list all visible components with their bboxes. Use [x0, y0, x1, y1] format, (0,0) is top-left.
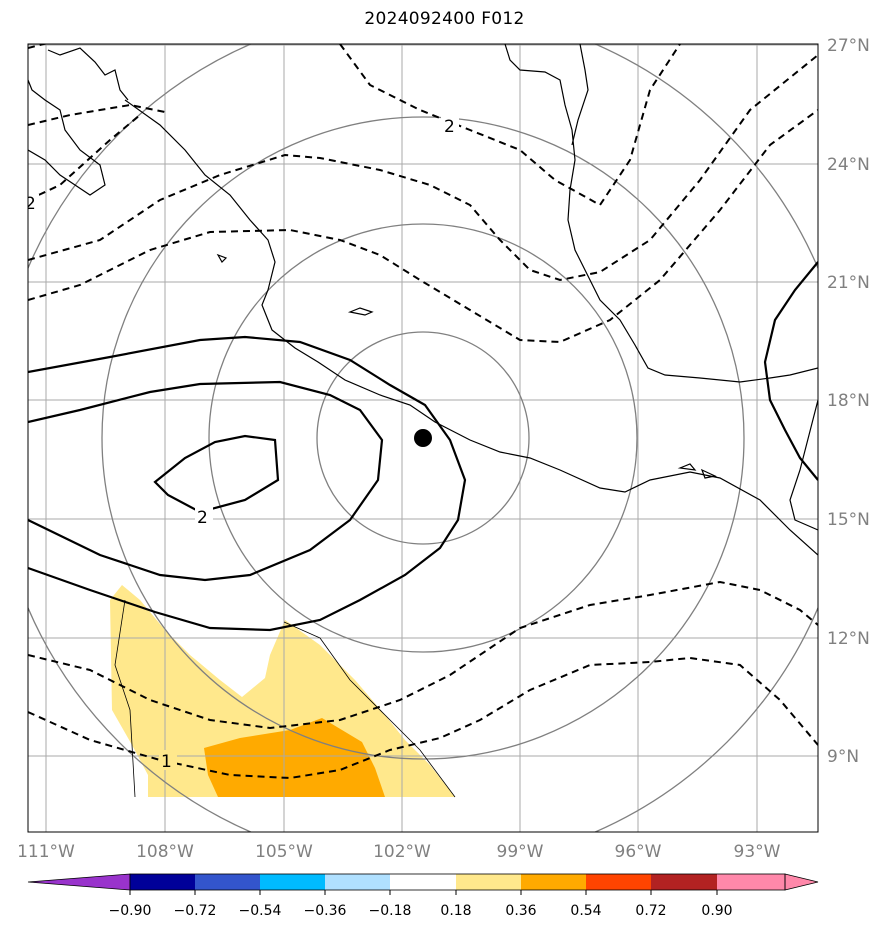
dashed-contour-2 — [28, 103, 166, 201]
colorbar: −0.90 −0.72 −0.54 −0.36 −0.18 0.18 0.36 … — [27, 873, 819, 919]
colorbar-bin — [456, 874, 521, 890]
colorbar-tick-label: −0.36 — [304, 903, 347, 919]
solid-contour-inner — [153, 434, 280, 514]
solid-contour-middle — [28, 380, 384, 582]
range-ring-1 — [316, 331, 530, 545]
lon-labels: 111°W 108°W 105°W 102°W 99°W 96°W 93°W — [17, 842, 781, 862]
colorbar-tick-label: 0.90 — [701, 903, 732, 919]
plot-title: 2024092400 F012 — [364, 9, 525, 29]
colorbar-tick-label: −0.90 — [109, 903, 152, 919]
solid-contour-east — [763, 261, 818, 481]
dashed-contour-5 — [28, 580, 818, 730]
coastline-mexico-pacific — [124, 99, 818, 556]
coastline-gulf — [504, 44, 818, 383]
colorbar-extend-low — [27, 873, 131, 891]
lat-label: 15°N — [827, 510, 870, 530]
dashed-contours — [28, 44, 818, 780]
colorbar-tick-label: 0.18 — [440, 903, 471, 919]
shaded-field — [110, 585, 455, 797]
shade-orange — [204, 718, 385, 797]
map-frame — [27, 43, 819, 833]
colorbar-tick-label: 0.54 — [570, 903, 601, 919]
colorbar-extend-high — [784, 873, 819, 891]
lon-label: 102°W — [373, 842, 431, 862]
lon-label: 108°W — [136, 842, 194, 862]
map-area: 2 2 2 1 — [25, 44, 818, 832]
storm-center-marker — [414, 429, 432, 447]
colorbar-bin — [195, 874, 260, 890]
colorbar-bin — [130, 874, 195, 890]
lon-label: 96°W — [615, 842, 662, 862]
coastline-island-3 — [677, 463, 697, 471]
colorbar-bin — [586, 874, 651, 890]
colorbar-bin — [260, 874, 325, 890]
colorbar-bin — [651, 874, 717, 890]
range-ring-2 — [208, 223, 638, 653]
colorbar-tick-label: −0.54 — [239, 903, 282, 919]
colorbar-tick-label: −0.72 — [174, 903, 217, 919]
colorbar-tick-label: 0.36 — [505, 903, 536, 919]
lat-label: 9°N — [827, 747, 859, 767]
coastline-island-2 — [347, 307, 374, 316]
solid-contours — [28, 261, 818, 632]
coastline-baja — [28, 79, 106, 196]
dashed-contour-6 — [28, 656, 818, 780]
boundary-line — [114, 599, 456, 798]
solid-contour-outer — [28, 335, 467, 632]
lat-label: 12°N — [827, 629, 870, 649]
coastline-gulf-east — [571, 44, 589, 146]
coastline-island-4 — [700, 468, 717, 479]
colorbar-outline — [129, 873, 786, 891]
dashed-contour-1 — [28, 44, 681, 207]
range-rings — [28, 44, 818, 832]
lon-label: 111°W — [17, 842, 75, 862]
lon-label: 105°W — [255, 842, 313, 862]
contour-label-2: 2 — [25, 194, 36, 214]
colorbar-ticks — [129, 890, 718, 895]
colorbar-tick-label: −0.18 — [369, 903, 412, 919]
lat-label: 24°N — [827, 155, 870, 175]
contour-label-1: 2 — [444, 117, 455, 137]
dashed-contour-4 — [28, 109, 818, 344]
colorbar-bin — [325, 874, 390, 890]
contour-label-3: 2 — [197, 508, 208, 528]
shade-light-yellow — [110, 585, 455, 797]
lon-label: 93°W — [734, 842, 781, 862]
lat-label: 27°N — [827, 36, 870, 56]
lat-label: 18°N — [827, 391, 870, 411]
dashed-contour-3 — [28, 54, 818, 282]
colorbar-bin — [521, 874, 586, 890]
range-ring-3 — [101, 116, 745, 760]
lon-label: 99°W — [497, 842, 544, 862]
lat-label: 21°N — [827, 273, 870, 293]
coastline-yucatan — [789, 399, 818, 531]
contour-label-4: 1 — [161, 752, 172, 772]
colorbar-tick-label: 0.72 — [635, 903, 666, 919]
lat-labels: 27°N 24°N 21°N 18°N 15°N 12°N 9°N — [827, 36, 870, 767]
coastline-baja-tip — [47, 47, 129, 101]
coastlines — [28, 44, 818, 556]
colorbar-bin — [390, 874, 456, 890]
colorbar-bin — [717, 874, 785, 890]
coastline-island-1 — [216, 253, 228, 263]
